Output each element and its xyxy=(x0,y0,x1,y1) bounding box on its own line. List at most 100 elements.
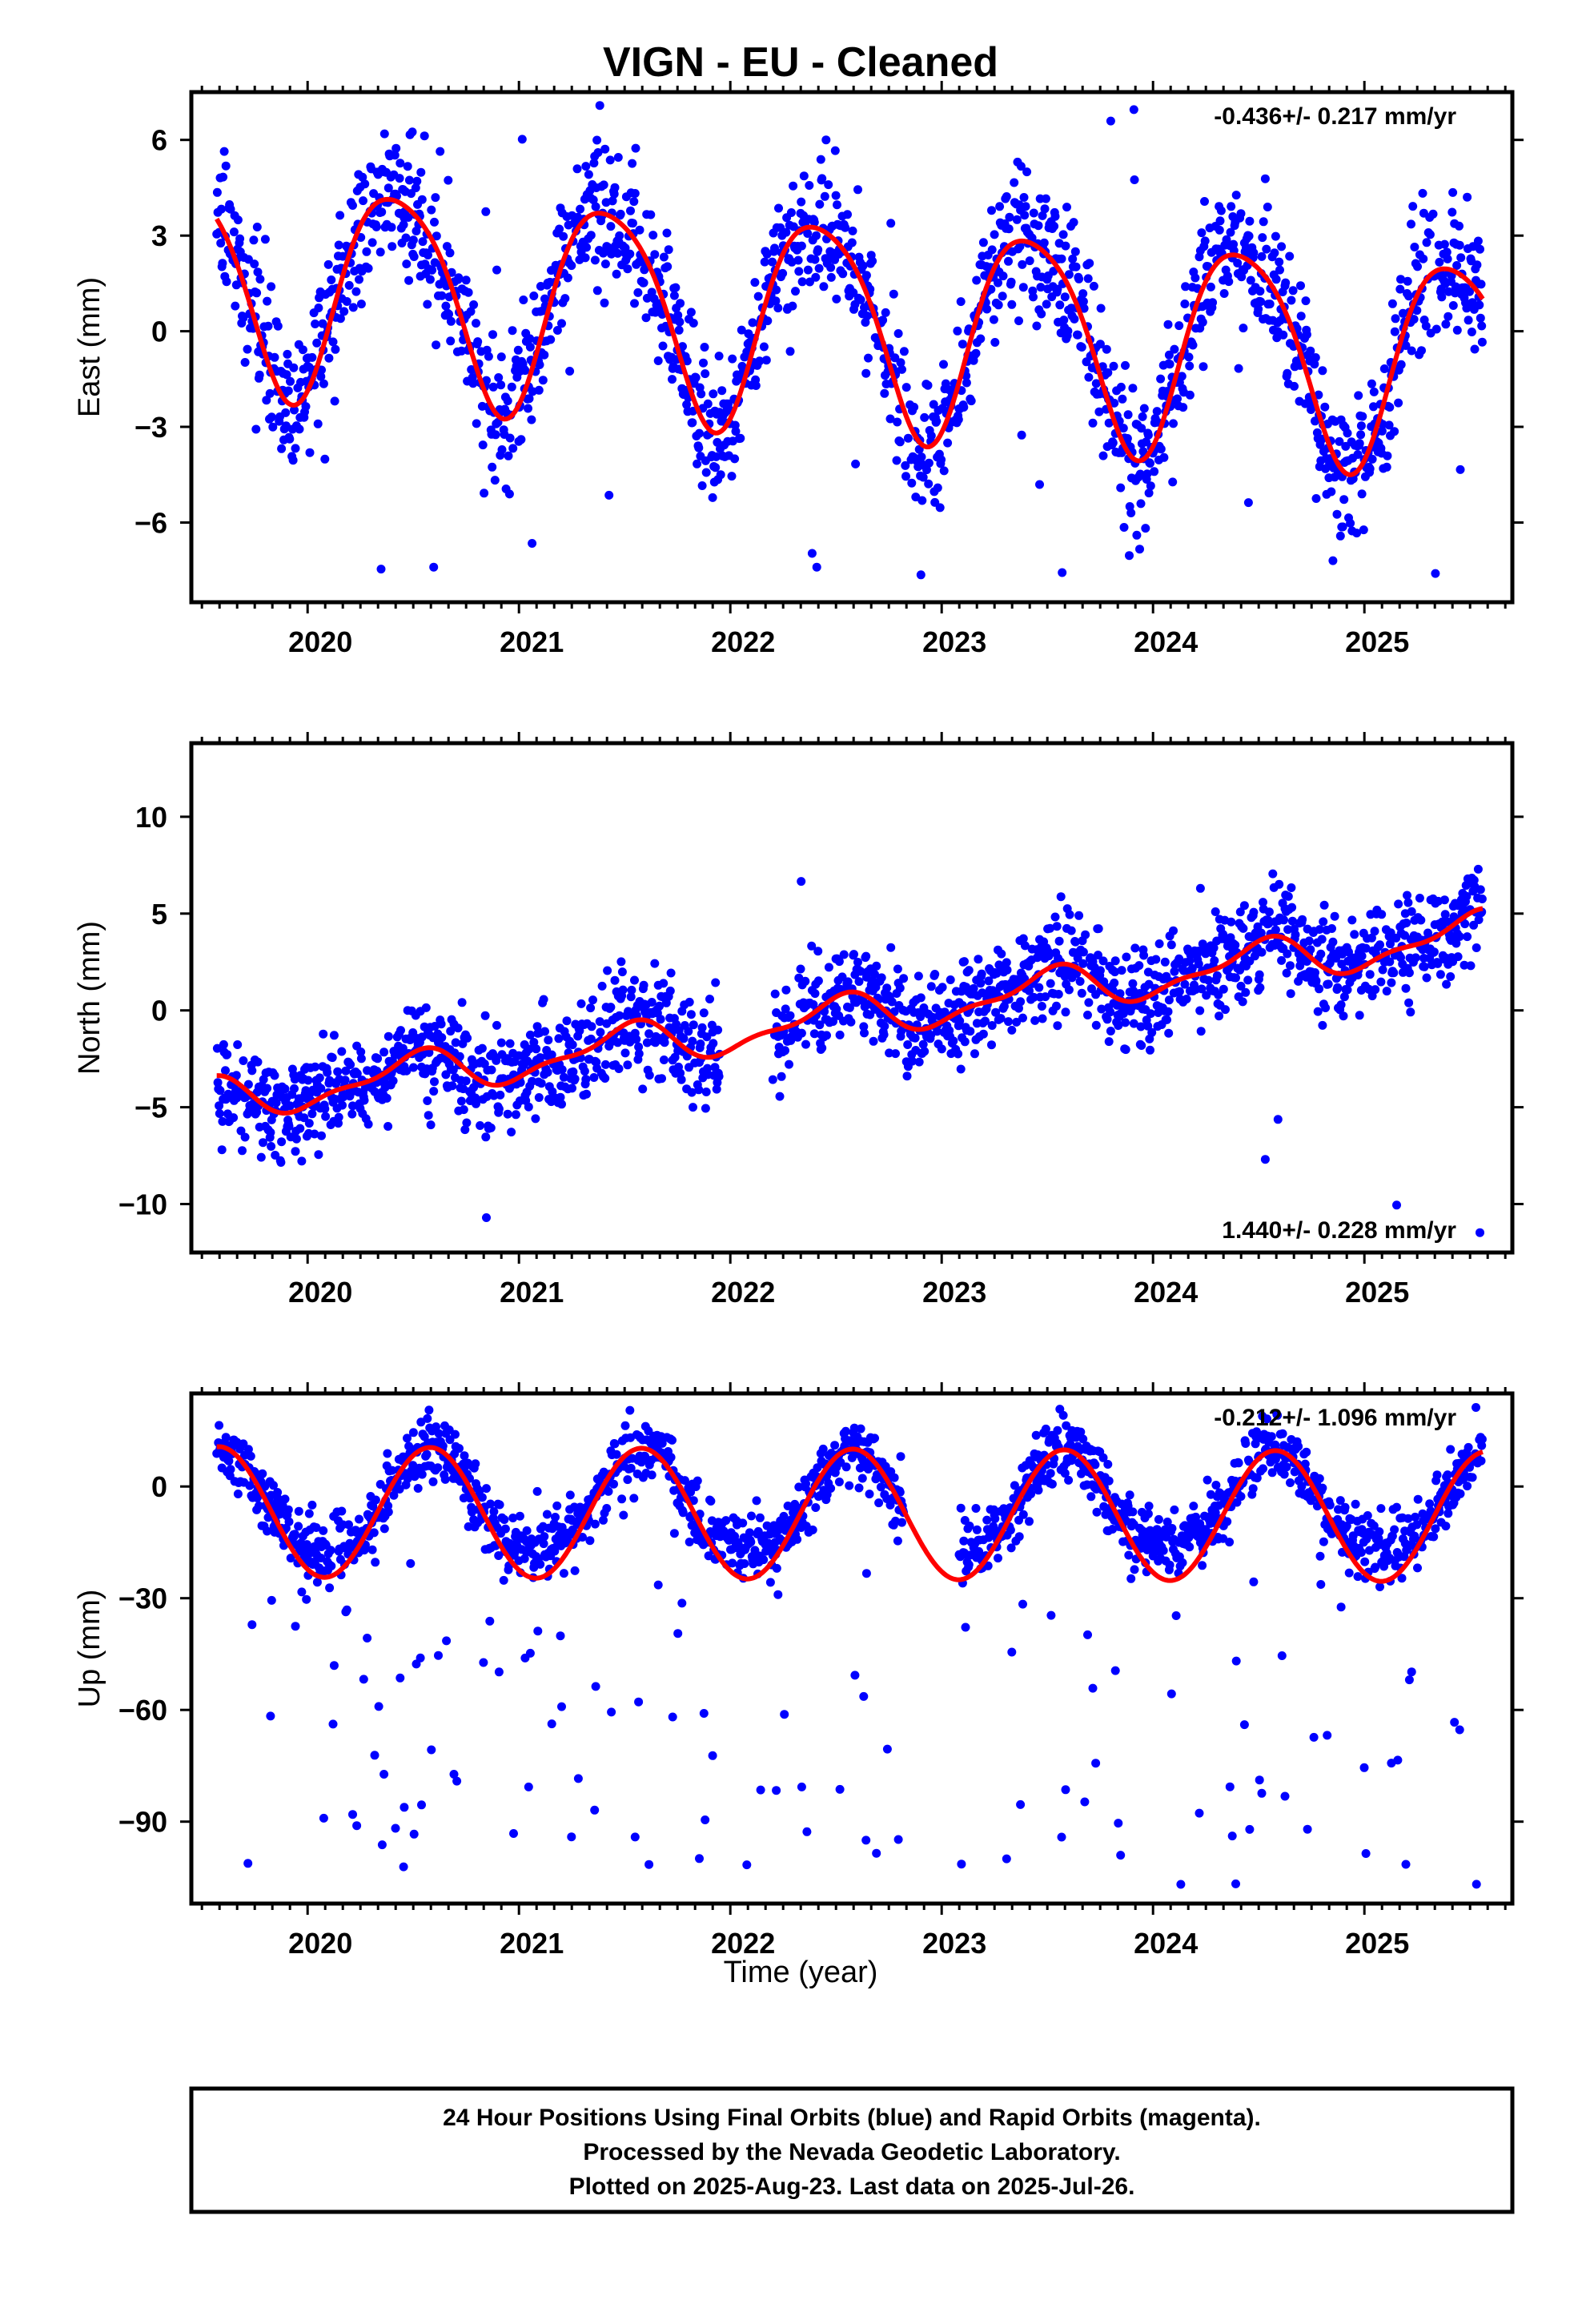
data-point xyxy=(777,1072,786,1081)
data-point xyxy=(1277,242,1287,251)
data-point xyxy=(416,167,426,177)
data-point xyxy=(280,1084,290,1094)
north-points xyxy=(212,864,1487,1237)
data-point xyxy=(418,237,428,247)
data-point xyxy=(689,1103,697,1112)
data-point xyxy=(480,1011,490,1020)
data-point xyxy=(1104,1037,1114,1047)
data-point xyxy=(461,1076,471,1086)
data-point xyxy=(1357,489,1367,499)
data-point xyxy=(600,144,610,154)
data-point xyxy=(591,202,600,211)
data-point xyxy=(1439,239,1449,249)
data-point xyxy=(1435,257,1444,267)
data-point xyxy=(949,1036,958,1046)
data-point xyxy=(420,131,429,141)
data-point xyxy=(590,255,600,265)
data-point xyxy=(600,259,610,269)
data-point xyxy=(327,1053,337,1063)
x-tick-label: 2023 xyxy=(922,1276,986,1309)
y-tick-label: 10 xyxy=(135,801,167,834)
data-point xyxy=(240,358,250,367)
data-point xyxy=(532,1044,541,1054)
data-point xyxy=(421,1003,431,1012)
data-point xyxy=(987,206,996,215)
data-point xyxy=(849,950,858,959)
data-point xyxy=(1139,951,1149,960)
data-point xyxy=(436,1019,446,1029)
data-point xyxy=(705,995,714,1003)
data-point xyxy=(774,203,783,213)
data-point xyxy=(1146,481,1155,491)
data-point xyxy=(641,313,651,323)
data-point xyxy=(477,1043,487,1053)
data-point xyxy=(1081,930,1090,939)
data-point xyxy=(799,171,809,181)
data-point xyxy=(1129,105,1138,115)
data-point xyxy=(1327,924,1336,933)
data-point xyxy=(1271,925,1280,935)
data-point xyxy=(409,252,419,261)
data-point xyxy=(1089,281,1098,291)
data-point xyxy=(916,993,926,1003)
data-point xyxy=(625,249,635,259)
data-point xyxy=(1106,1027,1115,1035)
data-point xyxy=(850,1671,860,1680)
data-point xyxy=(1084,998,1094,1007)
data-point xyxy=(1407,907,1416,916)
data-point xyxy=(1394,398,1403,408)
data-point xyxy=(937,455,946,464)
data-point xyxy=(1332,509,1342,519)
data-point xyxy=(1418,188,1427,198)
data-point xyxy=(730,454,740,464)
data-point xyxy=(217,1145,227,1155)
data-point xyxy=(671,283,681,292)
data-point xyxy=(837,972,847,982)
data-point xyxy=(399,220,408,230)
data-point xyxy=(1390,327,1399,336)
data-point xyxy=(991,1007,1001,1017)
data-point xyxy=(1122,952,1131,962)
data-point xyxy=(1164,995,1174,1005)
data-point xyxy=(657,1438,667,1448)
data-point xyxy=(1473,864,1483,874)
data-point xyxy=(375,247,385,257)
data-point xyxy=(424,251,432,259)
x-tick-label: 2025 xyxy=(1345,625,1409,658)
data-point xyxy=(314,304,323,312)
data-point xyxy=(1356,430,1366,440)
data-point xyxy=(1061,1785,1070,1795)
data-point xyxy=(1328,937,1338,947)
data-point xyxy=(356,300,366,309)
data-point xyxy=(1283,891,1293,901)
data-point xyxy=(861,271,871,280)
data-point xyxy=(644,1071,654,1080)
data-point xyxy=(1078,959,1088,968)
data-point xyxy=(1285,251,1295,261)
data-point xyxy=(768,1075,777,1084)
data-point xyxy=(476,1121,485,1130)
data-point xyxy=(1196,1027,1206,1036)
data-point xyxy=(916,570,926,580)
data-point xyxy=(1264,907,1274,917)
data-point xyxy=(781,227,791,237)
data-point xyxy=(1304,936,1314,946)
data-point xyxy=(570,1566,580,1575)
data-point xyxy=(1314,390,1323,400)
data-point xyxy=(595,101,604,111)
data-point xyxy=(1377,426,1387,436)
data-point xyxy=(376,565,386,574)
data-point xyxy=(286,1101,295,1111)
data-point xyxy=(1343,428,1352,438)
data-point xyxy=(1199,362,1208,372)
data-point xyxy=(1422,973,1431,983)
data-point xyxy=(1224,277,1234,287)
data-point xyxy=(578,1533,587,1542)
data-point xyxy=(648,231,658,240)
data-point xyxy=(238,1146,247,1156)
data-point xyxy=(1260,1155,1270,1164)
data-point xyxy=(555,224,564,234)
data-point xyxy=(995,202,1005,211)
data-point xyxy=(885,1500,895,1510)
